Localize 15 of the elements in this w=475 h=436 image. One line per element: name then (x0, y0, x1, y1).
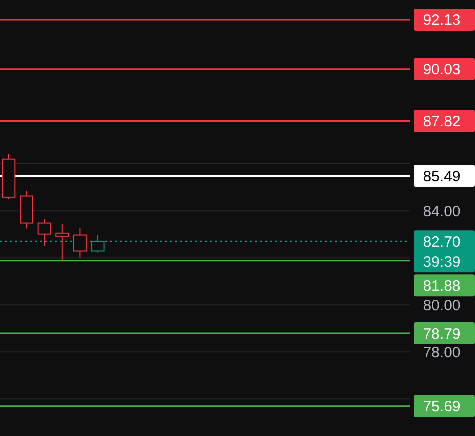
candlestick (56, 223, 70, 262)
ref-line-label: 90.03 (423, 62, 461, 79)
candlestick (38, 218, 52, 246)
ref-line-label: 85.49 (423, 168, 461, 186)
candlestick (73, 227, 87, 258)
y-tick-label: 78.00 (423, 344, 461, 362)
ref-line-label: 75.69 (423, 398, 461, 416)
text: 39:39 (423, 254, 461, 271)
y-tick-label: 84.00 (423, 203, 461, 220)
ref-line-label: 82.70 (423, 234, 461, 251)
ref-line-label: 78.79 (423, 326, 461, 343)
y-tick-label: 80.00 (423, 297, 461, 314)
ref-line-label: 81.88 (423, 278, 461, 295)
ref-line-label: 87.82 (423, 114, 461, 131)
ref-line-label: 92.13 (423, 12, 461, 30)
